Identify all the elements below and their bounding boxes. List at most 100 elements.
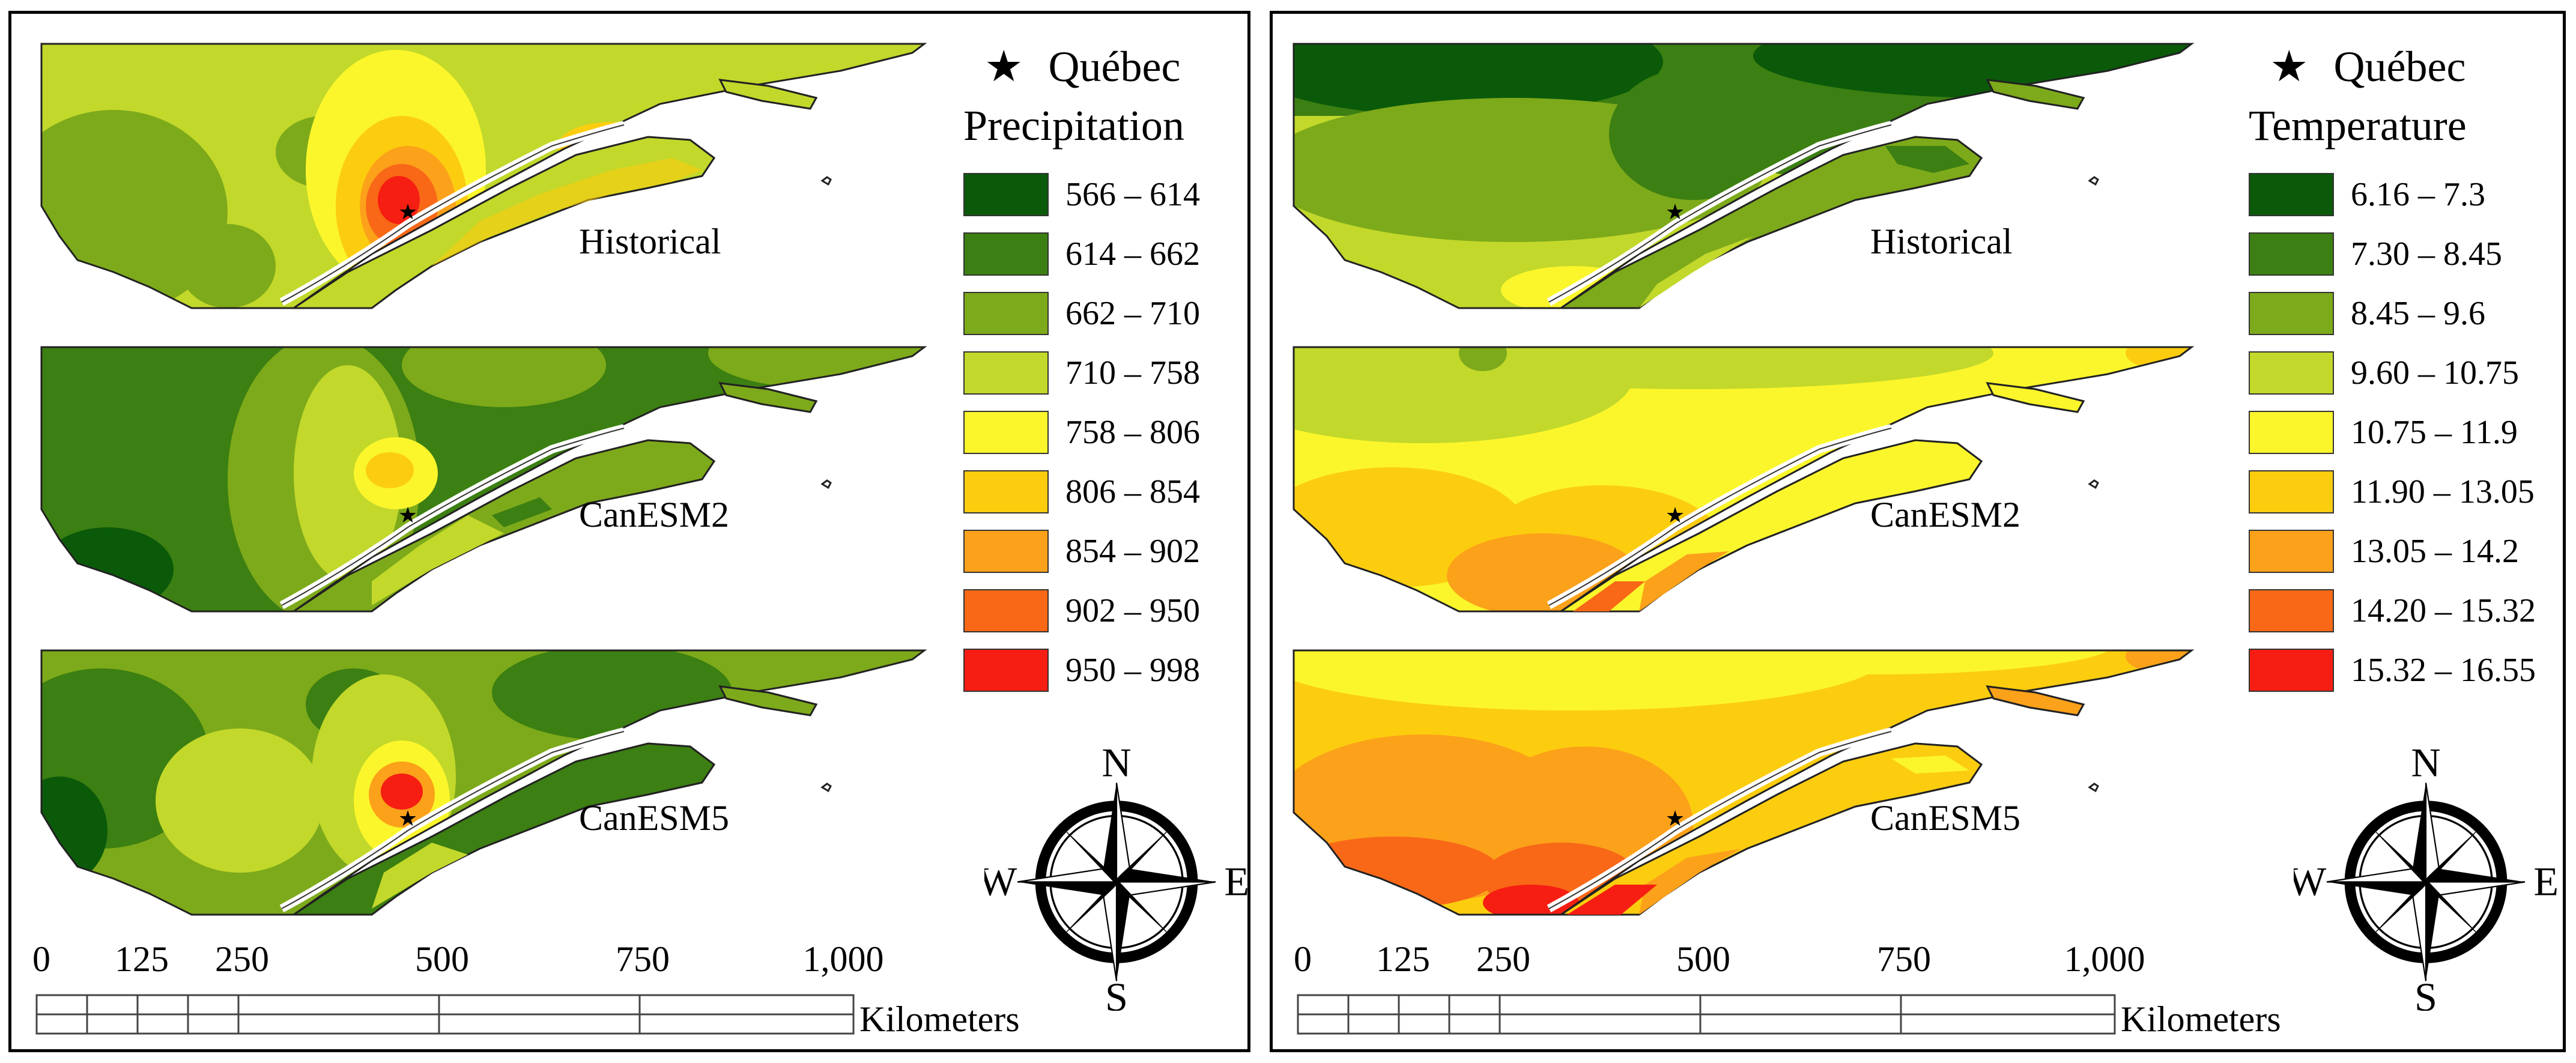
compass-n: N bbox=[1102, 747, 1131, 786]
quebec-city-marker: ★ bbox=[398, 503, 417, 527]
legend-item: 710 – 758 bbox=[963, 351, 1200, 395]
scale-tick-750: 750 bbox=[1877, 939, 1931, 979]
legend-item: 854 – 902 bbox=[963, 530, 1200, 573]
legend-label: 950 – 998 bbox=[1065, 652, 1200, 689]
legend-item: 11.90 – 13.05 bbox=[2249, 470, 2535, 513]
legend-swatch bbox=[2249, 173, 2334, 216]
temperature-maps: ★ ★ bbox=[1293, 43, 2193, 916]
precipitation-maps: ★ ★ bbox=[40, 43, 926, 916]
legend-label: 10.75 – 11.9 bbox=[2351, 414, 2518, 451]
canesm5-precip-map: ★ bbox=[40, 649, 926, 916]
legend-label: 9.60 – 10.75 bbox=[2351, 354, 2519, 392]
scale-units: Kilometers bbox=[2121, 999, 2281, 1039]
scale-tick-1000: 1,000 bbox=[2064, 939, 2145, 979]
legend-item: 7.30 – 8.45 bbox=[2249, 232, 2502, 276]
legend-swatch bbox=[2249, 292, 2334, 335]
legend-label: 11.90 – 13.05 bbox=[2351, 473, 2535, 510]
legend-swatch bbox=[963, 173, 1049, 216]
scale-tick-125: 125 bbox=[1376, 939, 1430, 979]
legend-swatch bbox=[963, 351, 1049, 395]
scale-tick-0: 0 bbox=[1294, 939, 1312, 979]
scale-tick-500: 500 bbox=[1676, 939, 1730, 979]
legend-item: 9.60 – 10.75 bbox=[2249, 351, 2519, 395]
scale-tick-750: 750 bbox=[616, 939, 670, 979]
legend-item: 6.16 – 7.3 bbox=[2249, 173, 2485, 216]
legend-label: 7.30 – 8.45 bbox=[2351, 235, 2502, 273]
scenario-label-canesm5: CanESM5 bbox=[579, 798, 730, 838]
legend-item: 14.20 – 15.32 bbox=[2249, 589, 2536, 632]
star-icon: ★ bbox=[2270, 43, 2309, 91]
scale-units: Kilometers bbox=[859, 999, 1020, 1039]
legend-swatch bbox=[2249, 530, 2334, 573]
quebec-city-marker: ★ bbox=[1665, 503, 1685, 527]
legend-item: 806 – 854 bbox=[963, 470, 1200, 513]
historical-temp-map: ★ bbox=[1293, 43, 2193, 309]
scale-tick-1000: 1,000 bbox=[802, 939, 884, 979]
quebec-city-marker: ★ bbox=[1665, 807, 1685, 831]
legend-title: Precipitation bbox=[963, 101, 1184, 150]
compass-e: E bbox=[1224, 859, 1249, 904]
legend-title: Temperature bbox=[2249, 101, 2467, 150]
legend-swatch bbox=[2249, 589, 2334, 632]
scale-bar bbox=[35, 994, 855, 1035]
legend-label: 854 – 902 bbox=[1065, 533, 1200, 570]
scenario-label-canesm2: CanESM2 bbox=[1870, 495, 2021, 535]
scale-tick-125: 125 bbox=[115, 939, 169, 979]
legend-label: 566 – 614 bbox=[1065, 176, 1200, 213]
legend-swatch bbox=[963, 530, 1049, 573]
compass-w: W bbox=[2294, 859, 2327, 904]
legend-item: 566 – 614 bbox=[963, 173, 1200, 216]
compass-e: E bbox=[2533, 859, 2558, 904]
legend-item: 13.05 – 14.2 bbox=[2249, 530, 2519, 573]
scale-tick-250: 250 bbox=[1476, 939, 1530, 979]
scenario-label-canesm2: CanESM2 bbox=[579, 495, 730, 535]
legend-label: 902 – 950 bbox=[1065, 592, 1200, 629]
quebec-legend-entry: ★ Québec bbox=[2270, 43, 2466, 91]
canesm2-precip-map: ★ bbox=[40, 346, 926, 613]
legend-swatch bbox=[2249, 351, 2334, 395]
star-icon: ★ bbox=[984, 43, 1023, 91]
legend-swatch bbox=[2249, 232, 2334, 276]
compass-w: W bbox=[984, 859, 1017, 904]
precipitation-panel: ★ ★ bbox=[8, 11, 1250, 1052]
legend-swatch bbox=[963, 470, 1049, 513]
canesm5-temp-map: ★ bbox=[1293, 649, 2193, 916]
legend-item: 902 – 950 bbox=[963, 589, 1200, 632]
legend-swatch bbox=[2249, 470, 2334, 513]
scale-tick-0: 0 bbox=[32, 939, 50, 979]
scale-bar bbox=[1297, 994, 2116, 1035]
legend-label: 13.05 – 14.2 bbox=[2351, 533, 2519, 570]
historical-precip-map: ★ bbox=[40, 43, 926, 309]
scale-tick-500: 500 bbox=[415, 939, 469, 979]
legend-item: 758 – 806 bbox=[963, 411, 1200, 454]
legend-item: 15.32 – 16.55 bbox=[2249, 649, 2536, 692]
legend-swatch bbox=[963, 292, 1049, 335]
legend-label: 710 – 758 bbox=[1065, 354, 1200, 392]
compass-s: S bbox=[2414, 974, 2437, 1011]
legend-label: 15.32 – 16.55 bbox=[2351, 652, 2536, 689]
legend-item: 614 – 662 bbox=[963, 232, 1200, 276]
legend-item: 8.45 – 9.6 bbox=[2249, 292, 2485, 335]
legend-swatch bbox=[963, 232, 1049, 276]
legend-label: 806 – 854 bbox=[1065, 473, 1200, 510]
scale-tick-250: 250 bbox=[215, 939, 269, 979]
legend-swatch bbox=[963, 589, 1049, 632]
compass-n: N bbox=[2411, 747, 2440, 786]
scenario-label-historical: Historical bbox=[579, 222, 721, 261]
legend-label: 758 – 806 bbox=[1065, 414, 1200, 451]
legend-swatch bbox=[2249, 649, 2334, 692]
legend-label: 662 – 710 bbox=[1065, 295, 1200, 332]
compass-s: S bbox=[1105, 974, 1128, 1011]
legend-item: 662 – 710 bbox=[963, 292, 1200, 335]
canesm2-temp-map: ★ bbox=[1293, 346, 2193, 613]
quebec-legend-entry: ★ Québec bbox=[984, 43, 1181, 91]
legend-label: 14.20 – 15.32 bbox=[2351, 592, 2536, 629]
legend-swatch bbox=[2249, 411, 2334, 454]
compass-rose-icon: N S W E bbox=[2294, 747, 2558, 1011]
legend-swatch bbox=[963, 411, 1049, 454]
quebec-city-marker: ★ bbox=[398, 200, 417, 224]
scenario-label-canesm5: CanESM5 bbox=[1870, 798, 2021, 838]
temperature-panel: ★ ★ bbox=[1270, 11, 2566, 1052]
scenario-label-historical: Historical bbox=[1870, 222, 2013, 261]
compass-rose-icon: N S W E bbox=[984, 747, 1249, 1011]
